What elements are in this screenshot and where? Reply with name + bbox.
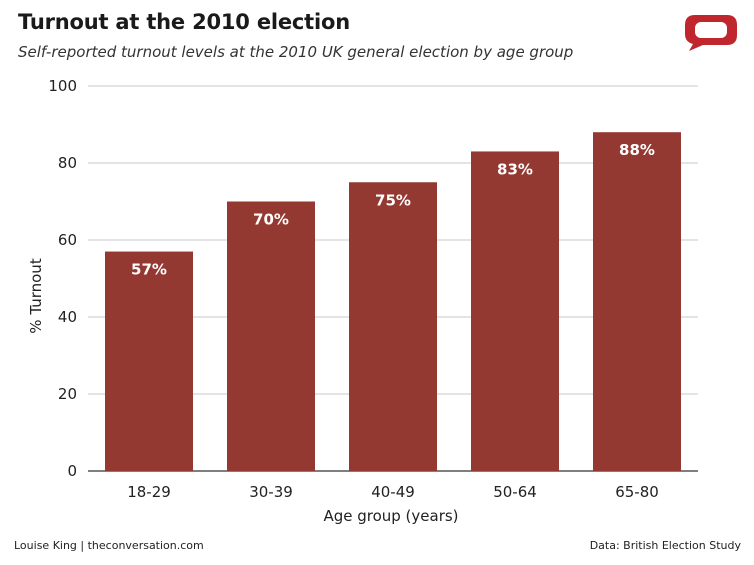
- y-tick-label: 60: [58, 231, 77, 249]
- y-tick-labels: 0 20 40 60 80 100: [48, 77, 77, 480]
- bar-value-label: 70%: [253, 211, 289, 229]
- bars: [105, 132, 681, 471]
- x-axis-title: Age group (years): [323, 507, 458, 525]
- x-tick-label: 65-80: [615, 483, 659, 501]
- bar-65-80: [593, 132, 681, 471]
- y-tick-label: 40: [58, 308, 77, 326]
- x-tick-label: 30-39: [249, 483, 293, 501]
- x-tick-labels: 18-29 30-39 40-49 50-64 65-80: [127, 483, 659, 501]
- bar-18-29: [105, 251, 193, 471]
- x-tick-label: 40-49: [371, 483, 415, 501]
- chart-subtitle: Self-reported turnout levels at the 2010…: [18, 43, 574, 61]
- bar-value-label: 83%: [497, 160, 533, 178]
- y-axis-title: % Turnout: [27, 258, 45, 334]
- bar-30-39: [227, 201, 315, 471]
- x-tick-label: 50-64: [493, 483, 537, 501]
- bar-50-64: [471, 151, 559, 471]
- bar-value-label: 57%: [131, 261, 167, 279]
- y-tick-label: 20: [58, 385, 77, 403]
- y-tick-label: 100: [48, 77, 77, 95]
- y-tick-label: 0: [67, 462, 77, 480]
- bar-40-49: [349, 182, 437, 471]
- speech-bubble-icon: [685, 15, 737, 51]
- data-source-text: Data: British Election Study: [589, 539, 741, 552]
- bar-value-label: 88%: [619, 141, 655, 159]
- credit-text: Louise King | theconversation.com: [14, 539, 204, 552]
- bar-value-label: 75%: [375, 191, 411, 209]
- bar-value-labels: 57% 70% 75% 83% 88%: [131, 141, 655, 278]
- x-tick-label: 18-29: [127, 483, 171, 501]
- y-tick-label: 80: [58, 154, 77, 172]
- chart-title: Turnout at the 2010 election: [18, 10, 350, 34]
